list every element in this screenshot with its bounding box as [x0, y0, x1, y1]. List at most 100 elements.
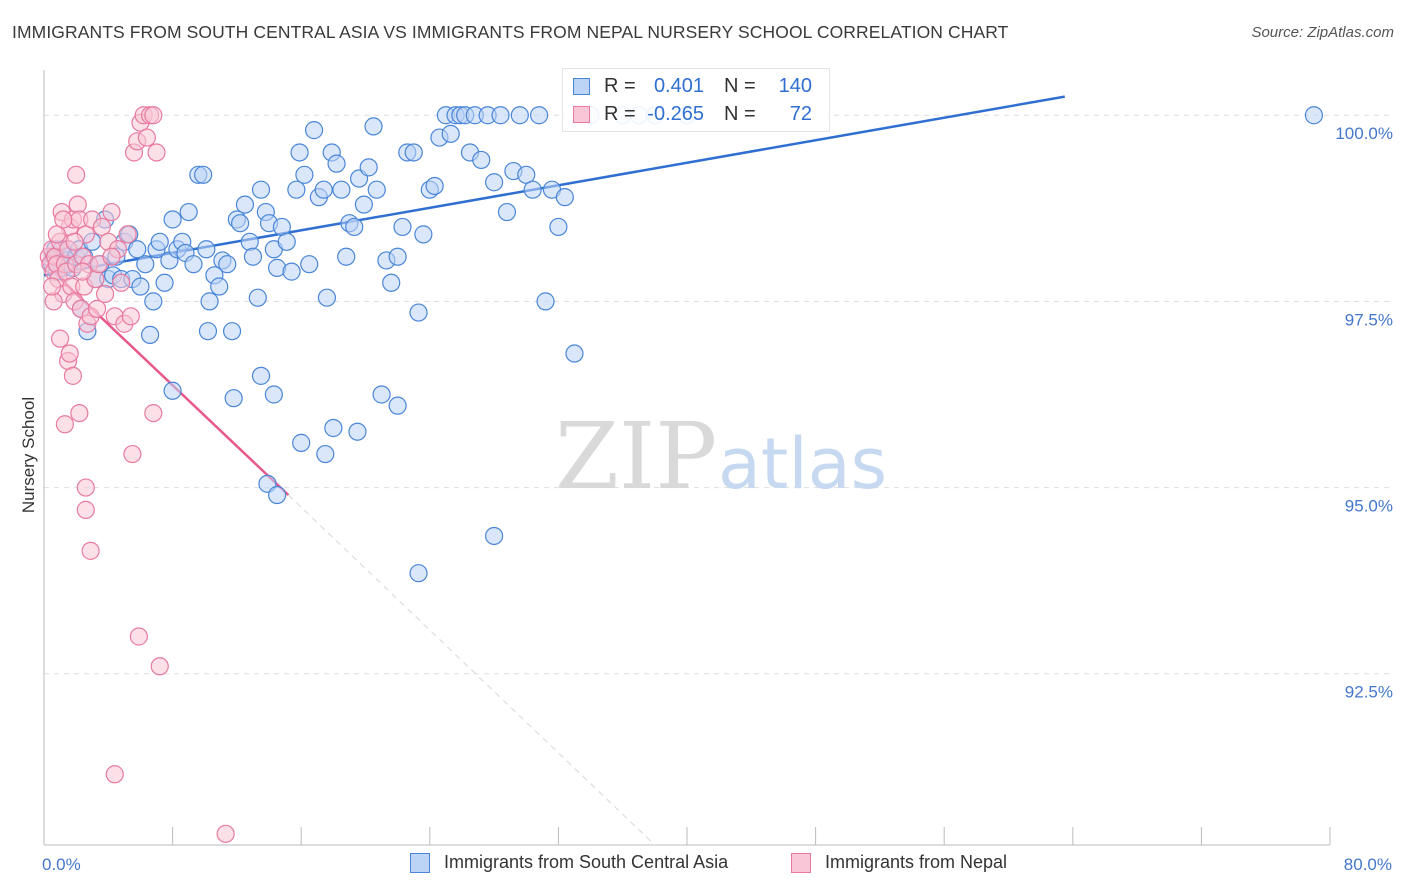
point-south-central-asia[interactable]	[388, 396, 407, 415]
point-south-central-asia[interactable]	[472, 150, 491, 170]
point-nepal[interactable]	[118, 225, 137, 244]
point-south-central-asia[interactable]	[485, 526, 504, 546]
point-south-central-asia[interactable]	[348, 422, 367, 441]
point-nepal[interactable]	[216, 824, 235, 843]
point-south-central-asia[interactable]	[382, 273, 401, 292]
point-south-central-asia[interactable]	[425, 176, 444, 196]
point-south-central-asia[interactable]	[163, 210, 182, 229]
point-nepal[interactable]	[67, 165, 86, 184]
point-south-central-asia[interactable]	[163, 381, 182, 400]
point-nepal[interactable]	[63, 366, 83, 385]
point-south-central-asia[interactable]	[235, 195, 255, 214]
point-south-central-asia[interactable]	[316, 444, 335, 464]
point-south-central-asia[interactable]	[536, 292, 555, 311]
point-nepal[interactable]	[144, 403, 163, 423]
point-south-central-asia[interactable]	[530, 106, 549, 125]
point-south-central-asia[interactable]	[210, 277, 229, 296]
point-south-central-asia[interactable]	[224, 389, 243, 408]
point-south-central-asia[interactable]	[144, 292, 163, 311]
point-nepal[interactable]	[73, 262, 92, 281]
point-south-central-asia[interactable]	[304, 121, 324, 140]
point-south-central-asia[interactable]	[295, 165, 314, 184]
point-south-central-asia[interactable]	[243, 247, 263, 266]
point-nepal[interactable]	[50, 329, 70, 348]
point-nepal[interactable]	[105, 765, 124, 784]
point-south-central-asia[interactable]	[345, 217, 364, 237]
point-south-central-asia[interactable]	[510, 106, 529, 125]
point-south-central-asia[interactable]	[140, 325, 160, 345]
point-south-central-asia[interactable]	[251, 366, 271, 385]
legend-item-nepal[interactable]: Immigrants from Nepal	[791, 852, 1007, 873]
point-south-central-asia[interactable]	[1304, 106, 1324, 125]
point-south-central-asia[interactable]	[523, 180, 542, 199]
point-south-central-asia[interactable]	[324, 418, 343, 438]
point-south-central-asia[interactable]	[388, 247, 407, 266]
point-nepal[interactable]	[121, 307, 140, 326]
point-south-central-asia[interactable]	[200, 292, 219, 311]
point-nepal[interactable]	[102, 247, 121, 266]
point-south-central-asia[interactable]	[497, 202, 517, 222]
point-south-central-asia[interactable]	[240, 232, 259, 251]
point-south-central-asia[interactable]	[359, 158, 378, 177]
point-south-central-asia[interactable]	[194, 165, 213, 184]
point-south-central-asia[interactable]	[549, 217, 568, 237]
point-south-central-asia[interactable]	[555, 188, 574, 207]
point-nepal[interactable]	[55, 415, 74, 434]
point-nepal[interactable]	[87, 299, 107, 318]
point-nepal[interactable]	[137, 128, 156, 147]
legend-item-south-central-asia[interactable]: Immigrants from South Central Asia	[410, 852, 728, 873]
point-nepal[interactable]	[123, 444, 142, 464]
point-south-central-asia[interactable]	[287, 180, 306, 199]
point-south-central-asia[interactable]	[251, 180, 271, 199]
point-nepal[interactable]	[129, 627, 148, 646]
point-nepal[interactable]	[144, 106, 163, 125]
point-south-central-asia[interactable]	[364, 117, 383, 136]
point-nepal[interactable]	[60, 344, 79, 363]
point-south-central-asia[interactable]	[277, 232, 296, 251]
point-south-central-asia[interactable]	[441, 124, 460, 143]
point-south-central-asia[interactable]	[317, 288, 337, 307]
point-south-central-asia[interactable]	[485, 173, 504, 192]
point-nepal[interactable]	[150, 657, 169, 676]
point-south-central-asia[interactable]	[198, 322, 218, 341]
point-south-central-asia[interactable]	[218, 255, 237, 274]
point-nepal[interactable]	[81, 541, 100, 560]
point-south-central-asia[interactable]	[248, 288, 267, 307]
point-nepal[interactable]	[112, 273, 131, 292]
point-south-central-asia[interactable]	[337, 247, 356, 266]
point-south-central-asia[interactable]	[136, 255, 155, 274]
point-south-central-asia[interactable]	[367, 180, 386, 199]
point-nepal[interactable]	[65, 232, 84, 251]
point-south-central-asia[interactable]	[491, 106, 510, 125]
point-nepal[interactable]	[54, 210, 73, 229]
point-south-central-asia[interactable]	[292, 433, 311, 452]
point-south-central-asia[interactable]	[300, 255, 319, 274]
point-nepal[interactable]	[70, 403, 89, 423]
point-south-central-asia[interactable]	[222, 322, 242, 341]
point-south-central-asia[interactable]	[231, 214, 250, 233]
point-south-central-asia[interactable]	[414, 225, 433, 244]
point-south-central-asia[interactable]	[565, 344, 584, 363]
point-south-central-asia[interactable]	[314, 180, 333, 199]
point-south-central-asia[interactable]	[264, 385, 283, 404]
point-south-central-asia[interactable]	[184, 255, 203, 274]
point-nepal[interactable]	[42, 277, 62, 296]
point-south-central-asia[interactable]	[354, 195, 373, 214]
point-south-central-asia[interactable]	[179, 202, 198, 222]
point-south-central-asia[interactable]	[155, 273, 174, 292]
point-south-central-asia[interactable]	[197, 240, 216, 259]
point-south-central-asia[interactable]	[409, 564, 428, 583]
point-south-central-asia[interactable]	[131, 277, 150, 296]
point-south-central-asia[interactable]	[150, 232, 169, 251]
point-south-central-asia[interactable]	[267, 485, 287, 505]
point-nepal[interactable]	[76, 478, 95, 497]
point-nepal[interactable]	[95, 284, 115, 304]
point-south-central-asia[interactable]	[327, 154, 346, 173]
point-south-central-asia[interactable]	[393, 217, 412, 237]
point-south-central-asia[interactable]	[128, 240, 147, 259]
point-nepal[interactable]	[76, 500, 95, 520]
point-south-central-asia[interactable]	[282, 262, 301, 281]
point-south-central-asia[interactable]	[404, 143, 423, 162]
point-south-central-asia[interactable]	[290, 143, 309, 162]
point-south-central-asia[interactable]	[372, 385, 391, 404]
